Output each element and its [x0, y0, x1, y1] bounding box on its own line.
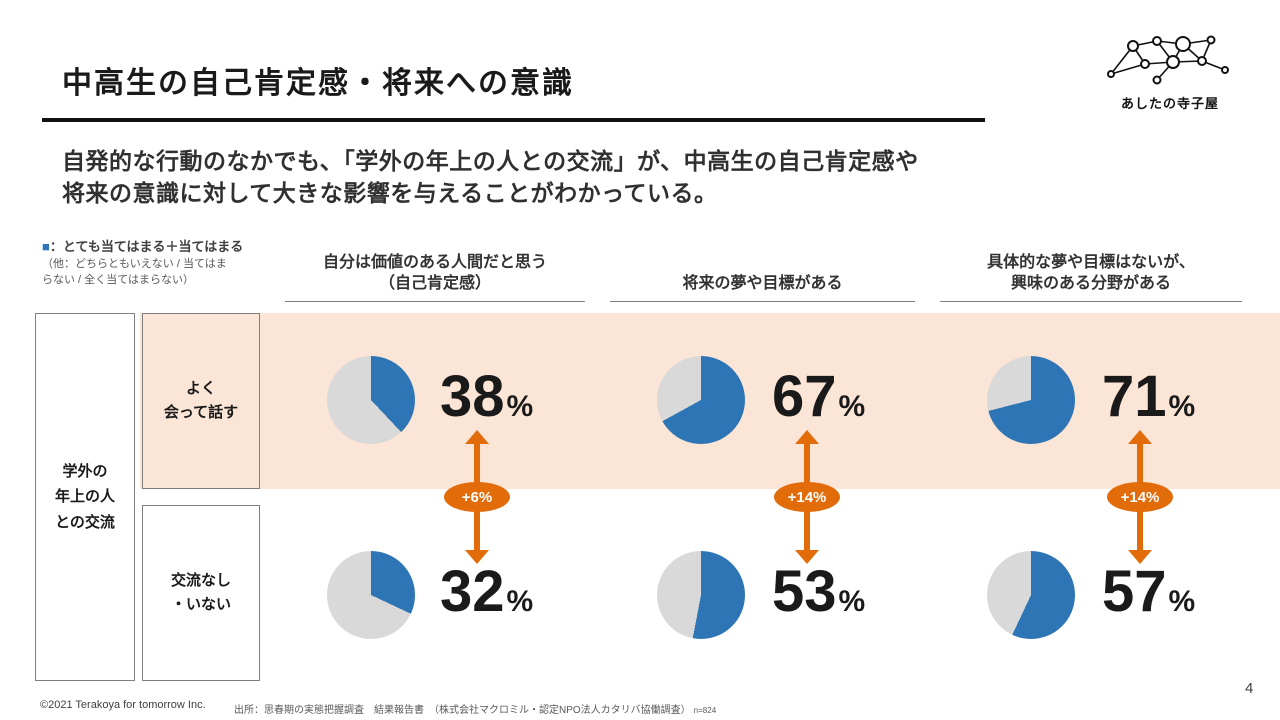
- logo-text: あしたの寺子屋: [1120, 96, 1219, 111]
- page-title: 中高生の自己肯定感・将来への意識: [62, 67, 574, 100]
- pie-chart-self-esteem-frequent: [327, 356, 415, 444]
- legend-swatch-icon: ■: [42, 239, 50, 254]
- pie-chart-dream-none: [657, 551, 745, 639]
- subtitle-line2: 将来の意識に対して大きな影響を与えることがわかっている。: [62, 179, 718, 206]
- row-group-label: 学外の 年上の人 との交流: [35, 313, 135, 681]
- pie-chart-interest-none: [987, 551, 1075, 639]
- column-header-self-esteem: 自分は価値のある人間だと思う （自己肯定感）: [285, 240, 585, 302]
- pie-chart-self-esteem-none: [327, 551, 415, 639]
- difference-arrow: +14%: [1107, 430, 1173, 564]
- legend-line2: （他：どちらともいえない / 当てはま: [42, 257, 227, 270]
- row-label-frequent-talk: よく 会って話す: [142, 313, 260, 489]
- chart-legend: ■：とても当てはまる＋当てはまる （他：どちらともいえない / 当てはま らない…: [42, 238, 243, 289]
- sample-size: n=824: [693, 706, 717, 715]
- column-header-interest-field: 具体的な夢や目標はないが、 興味のある分野がある: [940, 240, 1242, 302]
- logo-network-icon: [1107, 35, 1229, 85]
- difference-arrow: +6%: [444, 430, 510, 564]
- pie-value: 57%: [1102, 559, 1196, 624]
- difference-arrow: +14%: [774, 430, 840, 564]
- difference-badge: +14%: [774, 482, 840, 512]
- logo: あしたの寺子屋: [1100, 34, 1240, 112]
- pie-value: 32%: [440, 559, 534, 624]
- column-header-dream-goal: 将来の夢や目標がある: [610, 240, 915, 302]
- pie-value: 53%: [772, 559, 866, 624]
- legend-line3: らない / 全く当てはまらない）: [42, 273, 194, 286]
- difference-badge: +14%: [1107, 482, 1173, 512]
- arrow-up-icon: [1128, 430, 1152, 444]
- arrow-down-icon: [795, 550, 819, 564]
- subtitle-line1: 自発的な行動のなかでも、「学外の年上の人との交流」が、中高生の自己肯定感や: [62, 148, 919, 174]
- page-number: 4: [1245, 680, 1254, 697]
- pie-chart-interest-frequent: [987, 356, 1075, 444]
- pie-chart-dream-frequent: [657, 356, 745, 444]
- pie-value: 71%: [1102, 364, 1196, 429]
- pie-value: 38%: [440, 364, 534, 429]
- title-underline: [42, 118, 985, 122]
- arrow-up-icon: [465, 430, 489, 444]
- copyright: ©2021 Terakoya for tomorrow Inc.: [40, 699, 206, 711]
- column-header-line: 自分は価値のある人間だと思う: [322, 253, 547, 271]
- source-note: 出所：思春期の実態把握調査 結果報告書 （株式会社マクロミル・認定NPO法人カタ…: [234, 705, 717, 716]
- difference-badge: +6%: [444, 482, 510, 512]
- column-header-line: （自己肯定感）: [378, 275, 491, 293]
- arrow-up-icon: [795, 430, 819, 444]
- arrow-down-icon: [1128, 550, 1152, 564]
- row-label-no-interaction: 交流なし ・いない: [142, 505, 260, 681]
- column-header-line: 興味のある分野がある: [1010, 275, 1171, 293]
- arrow-down-icon: [465, 550, 489, 564]
- pie-value: 67%: [772, 364, 866, 429]
- subtitle: 自発的な行動のなかでも、「学外の年上の人との交流」が、中高生の自己肯定感や 将来…: [62, 146, 919, 209]
- column-header-line: 具体的な夢や目標はないが、: [987, 253, 1195, 271]
- column-header-line: 将来の夢や目標がある: [682, 275, 843, 293]
- legend-line1: ：とても当てはまる＋当てはまる: [49, 239, 244, 254]
